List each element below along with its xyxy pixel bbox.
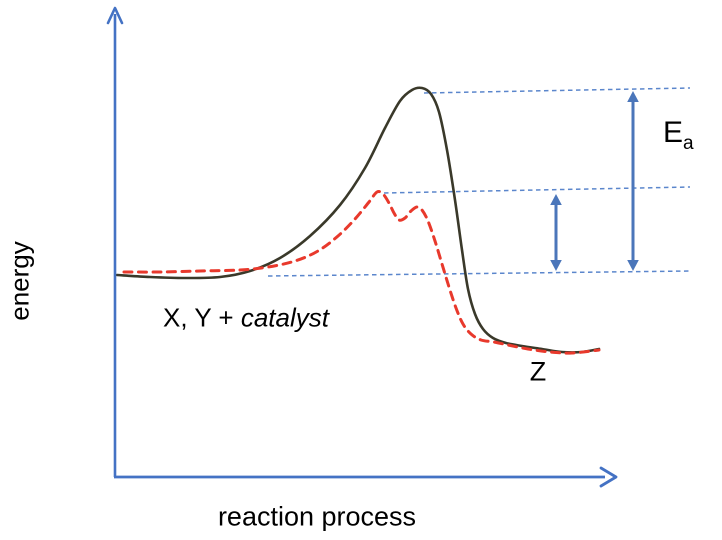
product-label: Z (529, 356, 547, 387)
reactants-label: X, Y + catalyst (163, 303, 329, 334)
ea-subscript: a (683, 133, 694, 154)
ea-arrow-uncatalyzed-head-bottom (627, 260, 639, 271)
activation-energy-label: Ea (663, 116, 694, 153)
catalyst-italic-text: catalyst (240, 302, 329, 333)
ea-arrow-catalyzed-head-top (550, 194, 562, 205)
reference-line-1 (383, 186, 691, 194)
ea-arrow-uncatalyzed-head-top (627, 91, 639, 102)
y-axis-arrowhead-icon (106, 6, 124, 25)
catalyzed-curve (122, 189, 601, 355)
uncatalyzed-curve (115, 86, 601, 354)
y-axis-label: energy (4, 241, 35, 321)
reactants-label-text: X, Y + (163, 302, 241, 333)
reference-line-0 (423, 87, 691, 94)
ea-symbol: E (663, 116, 684, 149)
x-axis-label: reaction process (217, 501, 417, 532)
x-axis-arrowhead-icon (599, 466, 618, 488)
ea-arrow-catalyzed-head-bottom (550, 260, 562, 271)
reference-line-2 (267, 270, 692, 277)
